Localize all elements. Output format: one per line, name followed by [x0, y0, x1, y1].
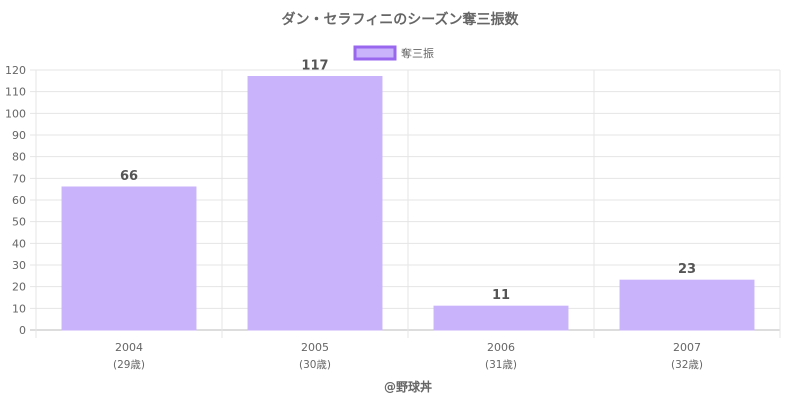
credit-text: @野球丼	[384, 379, 432, 394]
y-tick-label: 40	[12, 237, 26, 250]
bar-2007[interactable]	[619, 279, 755, 331]
data-label-2007: 23	[678, 262, 696, 277]
y-tick-label: 10	[12, 302, 26, 315]
y-tick-label: 60	[12, 194, 26, 207]
y-tick-label: 50	[12, 216, 26, 229]
y-tick-label: 20	[12, 281, 26, 294]
bar-2004[interactable]	[61, 186, 197, 331]
y-tick-label: 30	[12, 259, 26, 272]
chart-title: ダン・セラフィニのシーズン奪三振数	[281, 11, 519, 28]
y-tick-label: 100	[5, 107, 26, 120]
y-tick-label: 90	[12, 129, 26, 142]
legend-swatch	[353, 45, 397, 61]
x-tick-label: 2005	[301, 341, 329, 354]
y-tick-label: 120	[5, 64, 26, 77]
data-label-2004: 66	[120, 169, 138, 184]
legend[interactable]: 奪三振	[353, 45, 434, 61]
y-axis: 0 10 20 30 40 50 60 70 80 90 100 110 120	[5, 64, 26, 337]
x-tick-sublabel: (31歳)	[485, 359, 517, 371]
bar-2006[interactable]	[433, 305, 569, 331]
x-axis: 2004 (29歳) 2005 (30歳) 2006 (31歳) 2007 (32歳)	[113, 341, 703, 371]
y-tick-label: 0	[19, 324, 26, 337]
data-label-2006: 11	[492, 288, 510, 303]
data-label-2005: 117	[301, 59, 328, 74]
x-tick-sublabel: (32歳)	[671, 359, 703, 371]
y-tick-label: 110	[5, 86, 26, 99]
x-tick-label: 2007	[673, 341, 701, 354]
bars	[61, 76, 755, 331]
bar-2005[interactable]	[247, 76, 383, 331]
x-tick-sublabel: (30歳)	[299, 359, 331, 371]
legend-label: 奪三振	[401, 46, 434, 60]
y-tick-label: 80	[12, 151, 26, 164]
y-tick-label: 70	[12, 172, 26, 185]
x-tick-sublabel: (29歳)	[113, 359, 145, 371]
data-labels: 66 117 11 23	[120, 59, 696, 304]
x-tick-label: 2006	[487, 341, 515, 354]
x-tick-label: 2004	[115, 341, 143, 354]
